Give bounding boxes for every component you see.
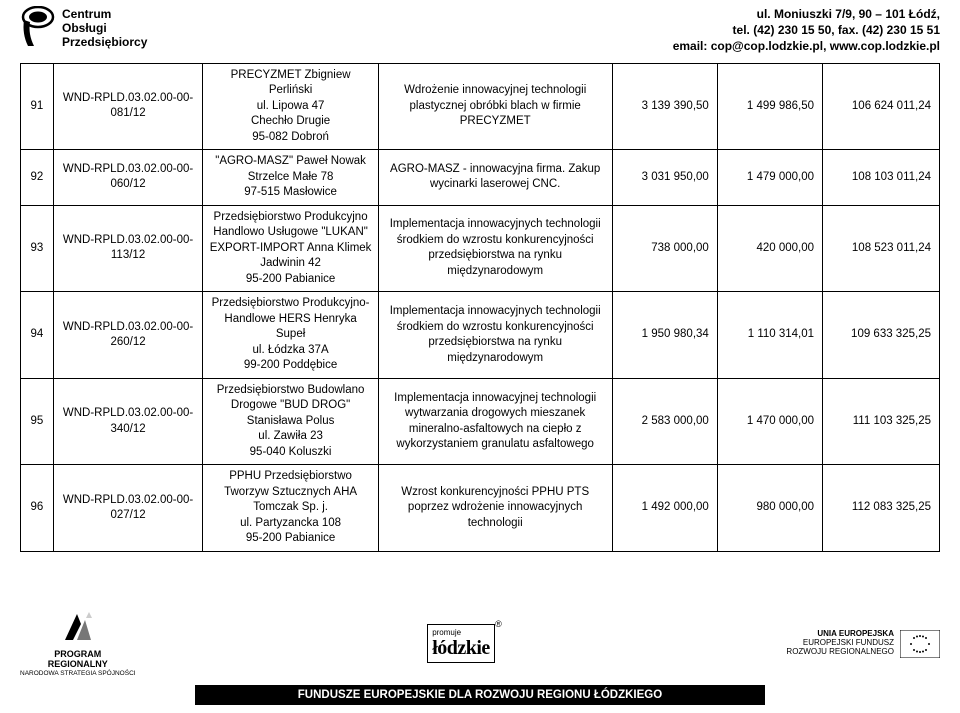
value-2: 980 000,00 [717,465,822,552]
lodzkie-text: łódzkie [432,637,490,660]
eu-l3: ROZWOJU REGIONALNEGO [786,648,894,657]
prog-l2: REGIONALNY [20,660,136,670]
table-row: 91WND-RPLD.03.02.00-00-081/12PRECYZMET Z… [21,63,940,150]
project-code: WND-RPLD.03.02.00-00-260/12 [53,292,203,379]
addr-line-3: email: cop@cop.lodzkie.pl, www.cop.lodzk… [673,38,940,54]
promuje-text: promuje [432,628,490,637]
value-2: 1 499 986,50 [717,63,822,150]
value-2: 1 470 000,00 [717,378,822,465]
table-row: 96WND-RPLD.03.02.00-00-027/12PPHU Przeds… [21,465,940,552]
lodzkie-promo-logo: ® promuje łódzkie [427,624,495,663]
addr-line-2: tel. (42) 230 15 50, fax. (42) 230 15 51 [673,22,940,38]
company: Przedsiębiorstwo Budowlano Drogowe "BUD … [203,378,378,465]
row-num: 91 [21,63,54,150]
value-3: 108 103 011,24 [823,150,940,206]
table-row: 94WND-RPLD.03.02.00-00-260/12Przedsiębio… [21,292,940,379]
company: "AGRO-MASZ" Paweł NowakStrzelce Małe 789… [203,150,378,206]
description: Wzrost konkurencyjności PPHU PTS poprzez… [378,465,612,552]
row-num: 96 [21,465,54,552]
value-1: 3 139 390,50 [612,63,717,150]
value-2: 1 110 314,01 [717,292,822,379]
value-2: 1 479 000,00 [717,150,822,206]
eu-logo: UNIA EUROPEJSKA EUROPEJSKI FUNDUSZ ROZWO… [786,630,940,658]
description: Implementacja innowacyjnej technologii w… [378,378,612,465]
logo-line-2: Obsługi [62,22,147,36]
logo-line-3: Przedsiębiorcy [62,36,147,50]
eu-flag-icon [900,630,940,658]
project-code: WND-RPLD.03.02.00-00-027/12 [53,465,203,552]
value-1: 2 583 000,00 [612,378,717,465]
value-1: 3 031 950,00 [612,150,717,206]
value-1: 1 950 980,34 [612,292,717,379]
footer-banner: FUNDUSZE EUROPEJSKIE DLA ROZWOJU REGIONU… [195,685,765,705]
program-icon [59,610,97,648]
row-num: 94 [21,292,54,379]
project-code: WND-RPLD.03.02.00-00-060/12 [53,150,203,206]
description: Implementacja innowacyjnych technologii … [378,205,612,292]
value-1: 738 000,00 [612,205,717,292]
page-header: Centrum Obsługi Przedsiębiorcy ul. Moniu… [0,0,960,59]
program-regionalny-logo: PROGRAM REGIONALNY NARODOWA STRATEGIA SP… [20,610,136,677]
logo-text: Centrum Obsługi Przedsiębiorcy [62,6,147,49]
logo-left: Centrum Obsługi Przedsiębiorcy [20,6,147,55]
value-2: 420 000,00 [717,205,822,292]
value-3: 111 103 325,25 [823,378,940,465]
logo-line-1: Centrum [62,8,147,22]
row-num: 92 [21,150,54,206]
value-1: 1 492 000,00 [612,465,717,552]
row-num: 95 [21,378,54,465]
description: Implementacja innowacyjnych technologii … [378,292,612,379]
table-row: 93WND-RPLD.03.02.00-00-113/12Przedsiębio… [21,205,940,292]
company: Przedsiębiorstwo Produkcyjno-Handlowe HE… [203,292,378,379]
page-footer: PROGRAM REGIONALNY NARODOWA STRATEGIA SP… [0,610,960,713]
cop-logo-icon [20,6,56,50]
value-3: 108 523 011,24 [823,205,940,292]
value-3: 112 083 325,25 [823,465,940,552]
value-3: 109 633 325,25 [823,292,940,379]
description: AGRO-MASZ - innowacyjna firma. Zakup wyc… [378,150,612,206]
addr-line-1: ul. Moniuszki 7/9, 90 – 101 Łódź, [673,6,940,22]
row-num: 93 [21,205,54,292]
prog-l3: NARODOWA STRATEGIA SPÓJNOŚCI [20,670,136,677]
table-row: 95WND-RPLD.03.02.00-00-340/12Przedsiębio… [21,378,940,465]
table-row: 92WND-RPLD.03.02.00-00-060/12"AGRO-MASZ"… [21,150,940,206]
project-code: WND-RPLD.03.02.00-00-340/12 [53,378,203,465]
project-code: WND-RPLD.03.02.00-00-081/12 [53,63,203,150]
footer-logos-row: PROGRAM REGIONALNY NARODOWA STRATEGIA SP… [20,610,940,677]
header-address: ul. Moniuszki 7/9, 90 – 101 Łódź, tel. (… [673,6,940,55]
registered-icon: ® [495,619,502,629]
projects-table: 91WND-RPLD.03.02.00-00-081/12PRECYZMET Z… [20,63,940,552]
company: PRECYZMET Zbigniew Perlińskiul. Lipowa 4… [203,63,378,150]
company: Przedsiębiorstwo Produkcyjno Handlowo Us… [203,205,378,292]
company: PPHU Przedsiębiorstwo Tworzyw Sztucznych… [203,465,378,552]
description: Wdrożenie innowacyjnej technologii plast… [378,63,612,150]
value-3: 106 624 011,24 [823,63,940,150]
project-code: WND-RPLD.03.02.00-00-113/12 [53,205,203,292]
